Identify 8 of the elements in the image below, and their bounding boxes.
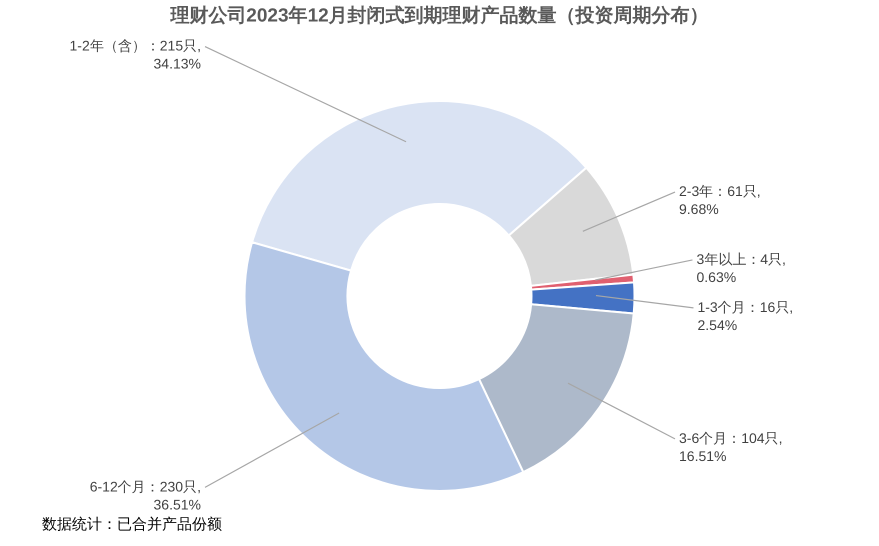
slice-label: 3年以上：4只, 0.63% <box>696 250 786 285</box>
text: 数据统计：已合并产品份额 <box>42 516 222 533</box>
slice-label: 3-6个月：104只, 16.51% <box>679 430 782 464</box>
slice-label: 2-3年：61只, 9.68% <box>679 183 761 218</box>
slice-label: 6-12个月：230只, 36.51% <box>90 478 201 512</box>
chart-title: 理财公司2023年12月封闭式到期理财产品数量（投资周期分布） <box>169 4 709 27</box>
slice-label: 1-2年（含）：215只, 34.13% <box>70 38 201 72</box>
slice-label: 1-3个月：16只, 2.54% <box>697 298 794 333</box>
